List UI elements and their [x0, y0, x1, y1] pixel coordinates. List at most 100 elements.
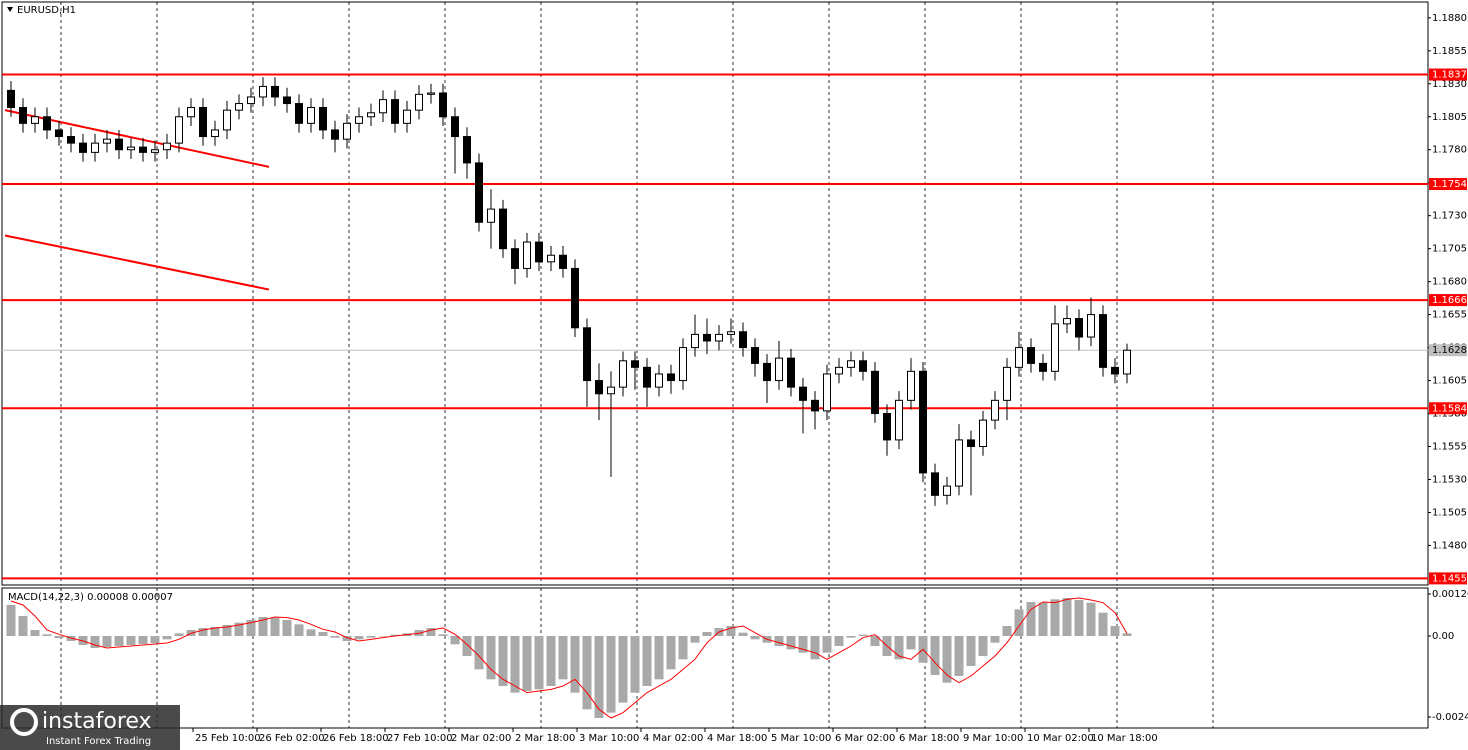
candle-body: [319, 107, 327, 131]
macd-bar: [366, 636, 376, 638]
macd-bar: [234, 622, 244, 636]
x-tick-label: 10 Mar 02:00: [1027, 733, 1094, 744]
candle-body: [823, 373, 831, 412]
macd-bar: [810, 636, 820, 660]
candle-body: [151, 149, 159, 153]
candle-body: [499, 208, 507, 250]
macd-bar: [654, 636, 664, 680]
level-label: 1.1584: [1432, 403, 1467, 414]
macd-bar: [210, 627, 220, 636]
trendline: [4, 234, 270, 291]
macd-bar: [42, 634, 52, 636]
level-label-bg: [1429, 294, 1467, 307]
x-tick-label: 10 Mar 18:00: [1091, 733, 1158, 744]
macd-bar: [990, 636, 1000, 643]
macd-bar: [1110, 626, 1120, 636]
y-tick-label: 1.1655: [1432, 310, 1467, 321]
level-label: 1.1837: [1432, 70, 1467, 81]
candle-body: [607, 386, 615, 395]
macd-bar: [630, 636, 640, 693]
candle-body: [307, 107, 315, 124]
macd-bar: [330, 636, 340, 638]
level-label: 1.1666: [1432, 295, 1467, 306]
macd-bar: [966, 636, 976, 666]
candle-body: [547, 254, 555, 263]
candle-body: [787, 357, 795, 388]
candle-body: [283, 96, 291, 105]
y-tick-label: 1.1780: [1432, 145, 1467, 156]
x-tick-label: 26 Feb 18:00: [323, 733, 389, 744]
y-tick-label: 1.1730: [1432, 211, 1467, 222]
macd-bar: [474, 636, 484, 670]
candle-body: [571, 267, 579, 329]
candle-body: [439, 92, 447, 118]
level-label-bg: [1429, 68, 1467, 81]
candle-body: [55, 129, 63, 138]
candle-body: [187, 107, 195, 118]
macd-bar: [594, 636, 604, 718]
macd-bar: [222, 625, 232, 636]
level-label-bg: [1429, 178, 1467, 191]
macd-bar: [678, 636, 688, 660]
candle-body: [91, 142, 99, 153]
macd-bar: [942, 636, 952, 683]
candle-body: [103, 138, 111, 144]
candle-body: [7, 89, 15, 109]
candle-body: [751, 347, 759, 364]
candle-body: [1099, 314, 1107, 368]
candle-body: [883, 413, 891, 441]
candle-body: [715, 333, 723, 342]
candle-body: [271, 85, 279, 98]
candle-body: [1051, 323, 1059, 372]
candle-body: [403, 109, 411, 124]
watermark-brand: instaforex: [42, 709, 152, 734]
macd-bar: [246, 620, 256, 636]
macd-bar: [558, 636, 568, 680]
macd-bar: [18, 616, 28, 636]
macd-bar: [1062, 598, 1072, 636]
y-tick-label: 1.1705: [1432, 244, 1467, 255]
candle-body: [679, 347, 687, 382]
level-label-bg: [1429, 572, 1467, 585]
candle-body: [583, 327, 591, 382]
macd-bar: [774, 636, 784, 646]
macd-bar: [162, 636, 172, 640]
candle-body: [859, 360, 867, 372]
macd-bar: [822, 636, 832, 653]
macd-bar: [138, 636, 148, 644]
macd-bar: [606, 636, 616, 713]
candle-body: [67, 136, 75, 144]
macd-bar: [690, 636, 700, 643]
candle-body: [811, 399, 819, 412]
candle-body: [991, 399, 999, 421]
candle-body: [367, 112, 375, 118]
candle-body: [379, 99, 387, 114]
level-label: 1.1754: [1432, 179, 1467, 190]
last-price-label: 1.1628: [1432, 345, 1467, 356]
macd-bar: [390, 634, 400, 636]
candle-body: [943, 485, 951, 496]
macd-bar: [666, 636, 676, 670]
candle-body: [235, 103, 243, 111]
title-icon: [7, 7, 13, 12]
candle-body: [1063, 318, 1071, 325]
candle-body: [595, 380, 603, 395]
candle-body: [247, 96, 255, 105]
chart-title: EURUSD,H1: [17, 5, 76, 16]
macd-bar: [750, 636, 760, 640]
candle-body: [511, 248, 519, 269]
macd-bar: [1014, 609, 1024, 636]
candle-body: [463, 136, 471, 164]
macd-bar: [570, 636, 580, 693]
macd-panel-frame: [1, 587, 1429, 729]
candle-body: [895, 399, 903, 441]
x-tick-label: 25 Feb 10:00: [195, 733, 261, 744]
candle-body: [211, 129, 219, 138]
x-tick-label: 3 Mar 10:00: [579, 733, 639, 744]
macd-bar: [486, 636, 496, 680]
macd-bar: [318, 632, 328, 636]
macd-bar: [126, 636, 136, 645]
macd-bar: [1050, 599, 1060, 636]
